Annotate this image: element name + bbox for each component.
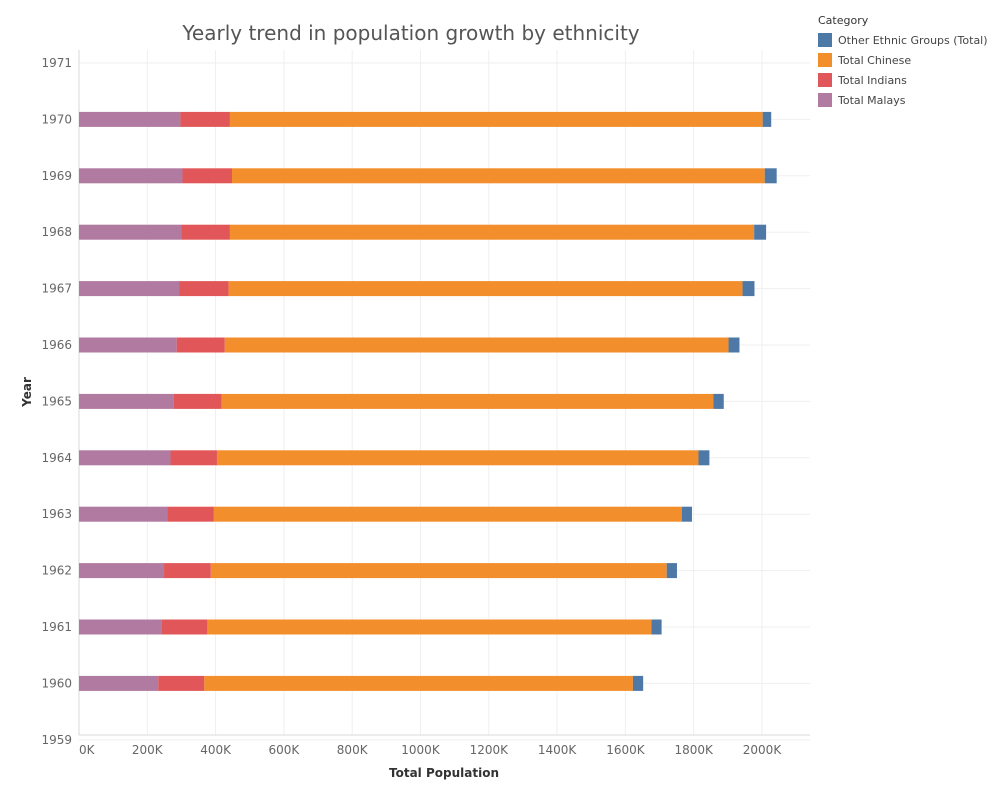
- bar-segment-total-chinese[interactable]: [216, 450, 699, 466]
- bar-segment-other-ethnic-groups-total[interactable]: [681, 506, 692, 522]
- bar-segment-other-ethnic-groups-total[interactable]: [666, 563, 677, 579]
- bar-segment-total-malays[interactable]: [79, 168, 183, 184]
- bar-segment-other-ethnic-groups-total[interactable]: [698, 450, 710, 466]
- bar-segment-total-chinese[interactable]: [210, 563, 667, 579]
- y-tick-label: 1966: [41, 338, 72, 352]
- bar-segment-total-chinese[interactable]: [204, 675, 633, 691]
- legend-title: Category: [818, 14, 869, 27]
- y-tick-label: 1963: [41, 507, 72, 521]
- y-tick-label: 1965: [41, 394, 72, 408]
- bar-segment-total-malays[interactable]: [79, 337, 177, 353]
- x-tick-label: 1200K: [470, 743, 510, 757]
- x-axis-label: Total Population: [389, 766, 499, 780]
- bar-segment-total-malays[interactable]: [79, 450, 171, 466]
- bar-segment-total-indians[interactable]: [179, 281, 229, 297]
- legend-label: Total Indians: [838, 73, 907, 87]
- x-tick-label: 400K: [200, 743, 232, 757]
- legend-item[interactable]: Total Chinese: [818, 50, 998, 70]
- bar-segment-total-chinese[interactable]: [207, 619, 652, 635]
- y-tick-label: 1971: [41, 56, 72, 70]
- bar-segment-other-ethnic-groups-total[interactable]: [651, 619, 662, 635]
- bar-segment-total-chinese[interactable]: [229, 111, 763, 127]
- legend-label: Total Chinese: [838, 53, 912, 67]
- bar-segment-total-indians[interactable]: [167, 506, 214, 522]
- bar-segment-other-ethnic-groups-total[interactable]: [754, 224, 767, 240]
- legend-label: Total Malays: [838, 93, 906, 107]
- legend-swatch: [818, 33, 832, 47]
- bar-segment-total-malays[interactable]: [79, 675, 159, 691]
- bar-segment-total-chinese[interactable]: [213, 506, 682, 522]
- bar-segment-other-ethnic-groups-total[interactable]: [632, 675, 644, 691]
- bar-segment-other-ethnic-groups-total[interactable]: [764, 168, 777, 184]
- bar-segment-total-malays[interactable]: [79, 393, 174, 409]
- x-tick-label: 1600K: [606, 743, 646, 757]
- legend-swatch: [818, 53, 832, 67]
- bar-segment-total-chinese[interactable]: [231, 168, 765, 184]
- x-tick-label: 1400K: [538, 743, 578, 757]
- bar-segment-total-indians[interactable]: [170, 450, 217, 466]
- legend-swatch: [818, 73, 832, 87]
- bar-segment-other-ethnic-groups-total[interactable]: [728, 337, 740, 353]
- bar-segment-total-indians[interactable]: [164, 563, 211, 579]
- legend: Category Other Ethnic Groups (Total) Tota…: [818, 14, 998, 110]
- bar-segment-total-chinese[interactable]: [228, 281, 743, 297]
- bar-segment-other-ethnic-groups-total[interactable]: [713, 393, 724, 409]
- legend-item[interactable]: Total Indians: [818, 70, 998, 90]
- bar-segment-other-ethnic-groups-total[interactable]: [762, 111, 772, 127]
- bar-segment-total-chinese[interactable]: [224, 337, 729, 353]
- bar-segment-total-indians[interactable]: [181, 224, 230, 240]
- bar-segment-total-chinese[interactable]: [229, 224, 755, 240]
- y-tick-label: 1970: [41, 112, 72, 126]
- y-axis-ticks: 1971 1970 1969 1968 1967 1966 1965 1964 1963 1962…: [41, 56, 72, 747]
- y-axis-label: Year: [20, 377, 34, 408]
- y-tick-label: 1959: [41, 733, 72, 747]
- x-tick-label: 0K: [79, 743, 96, 757]
- legend-label: Other Ethnic Groups (Total): [838, 33, 988, 47]
- legend-item[interactable]: Other Ethnic Groups (Total): [818, 30, 998, 50]
- y-tick-label: 1967: [41, 282, 72, 296]
- bar-segment-total-malays[interactable]: [79, 111, 181, 127]
- bar-segment-other-ethnic-groups-total[interactable]: [742, 281, 755, 297]
- bar-segment-total-malays[interactable]: [79, 563, 165, 579]
- legend-item[interactable]: Total Malays: [818, 90, 998, 110]
- legend-items: Other Ethnic Groups (Total) Total Chinese…: [818, 30, 998, 110]
- bar-segment-total-indians[interactable]: [176, 337, 225, 353]
- chart-title: Yearly trend in population growth by eth…: [181, 21, 639, 45]
- bar-segment-total-indians[interactable]: [180, 111, 230, 127]
- x-tick-label: 200K: [132, 743, 164, 757]
- bar-segment-total-malays[interactable]: [79, 281, 180, 297]
- x-tick-label: 800K: [337, 743, 369, 757]
- bar-segment-total-malays[interactable]: [79, 619, 162, 635]
- x-tick-label: 1000K: [401, 743, 441, 757]
- y-tick-label: 1964: [41, 451, 72, 465]
- bar-segment-total-indians[interactable]: [161, 619, 208, 635]
- x-tick-label: 2000K: [743, 743, 783, 757]
- bar-segment-total-indians[interactable]: [158, 675, 205, 691]
- bars: [79, 111, 777, 691]
- y-tick-label: 1962: [41, 564, 72, 578]
- x-tick-label: 1800K: [674, 743, 714, 757]
- y-tick-label: 1960: [41, 676, 72, 690]
- bar-segment-total-indians[interactable]: [182, 168, 232, 184]
- bar-segment-total-indians[interactable]: [173, 393, 222, 409]
- bar-segment-total-chinese[interactable]: [221, 393, 714, 409]
- y-tick-label: 1969: [41, 169, 72, 183]
- bar-segment-total-malays[interactable]: [79, 224, 182, 240]
- x-axis-ticks: 0K 200K 400K 600K 800K 1000K 1200K 1400K 1600K 18…: [79, 743, 782, 757]
- y-tick-label: 1961: [41, 620, 72, 634]
- legend-swatch: [818, 93, 832, 107]
- bar-segment-total-malays[interactable]: [79, 506, 168, 522]
- x-tick-label: 600K: [269, 743, 301, 757]
- y-tick-label: 1968: [41, 225, 72, 239]
